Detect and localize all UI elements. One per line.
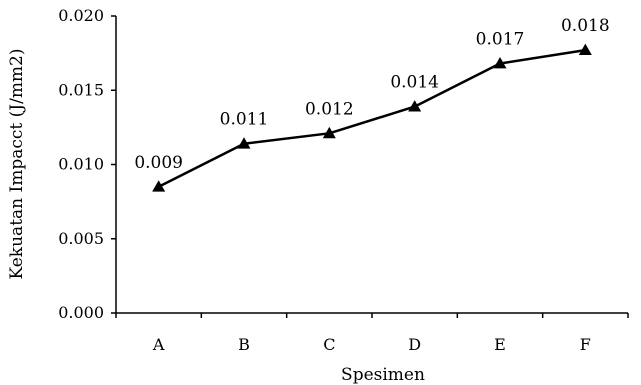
data-point-marker: [578, 43, 592, 56]
y-tick-label: 0.020: [58, 6, 104, 25]
series: [152, 43, 592, 192]
x-axis-title: Spesimen: [341, 365, 425, 385]
data-label: 0.011: [220, 110, 269, 130]
x-tick-labels: A B C D E F: [115, 313, 629, 354]
data-label: 0.012: [305, 99, 354, 119]
x-tick-label: D: [408, 335, 421, 354]
data-point-marker: [322, 126, 336, 139]
y-tick-labels: 0.000 0.005 0.010 0.015 0.020: [58, 6, 116, 322]
data-point-marker: [237, 137, 251, 149]
data-point-marker: [152, 180, 166, 192]
x-tick-label: A: [152, 335, 165, 354]
x-tick-label: C: [323, 335, 335, 354]
x-tick-label: F: [580, 335, 591, 354]
x-tick-label: E: [494, 335, 506, 354]
y-tick-label: 0.010: [58, 155, 104, 174]
data-point-marker: [493, 57, 507, 69]
data-label: 0.017: [476, 30, 525, 50]
y-tick-label: 0.005: [58, 229, 104, 248]
data-label: 0.014: [390, 73, 439, 93]
data-label: 0.009: [134, 153, 183, 173]
data-point-marker: [408, 100, 422, 112]
axes: [115, 16, 628, 314]
y-tick-label: 0.000: [58, 303, 104, 322]
x-tick-label: B: [238, 335, 250, 354]
data-label: 0.018: [561, 16, 610, 36]
y-tick-label: 0.015: [58, 80, 104, 99]
series-line: [158, 48, 586, 188]
y-axis-title: Kekuatan Impacct (J/mm2): [7, 48, 27, 279]
data-labels: 0.009 0.011 0.012 0.014 0.017 0.018: [134, 16, 609, 173]
